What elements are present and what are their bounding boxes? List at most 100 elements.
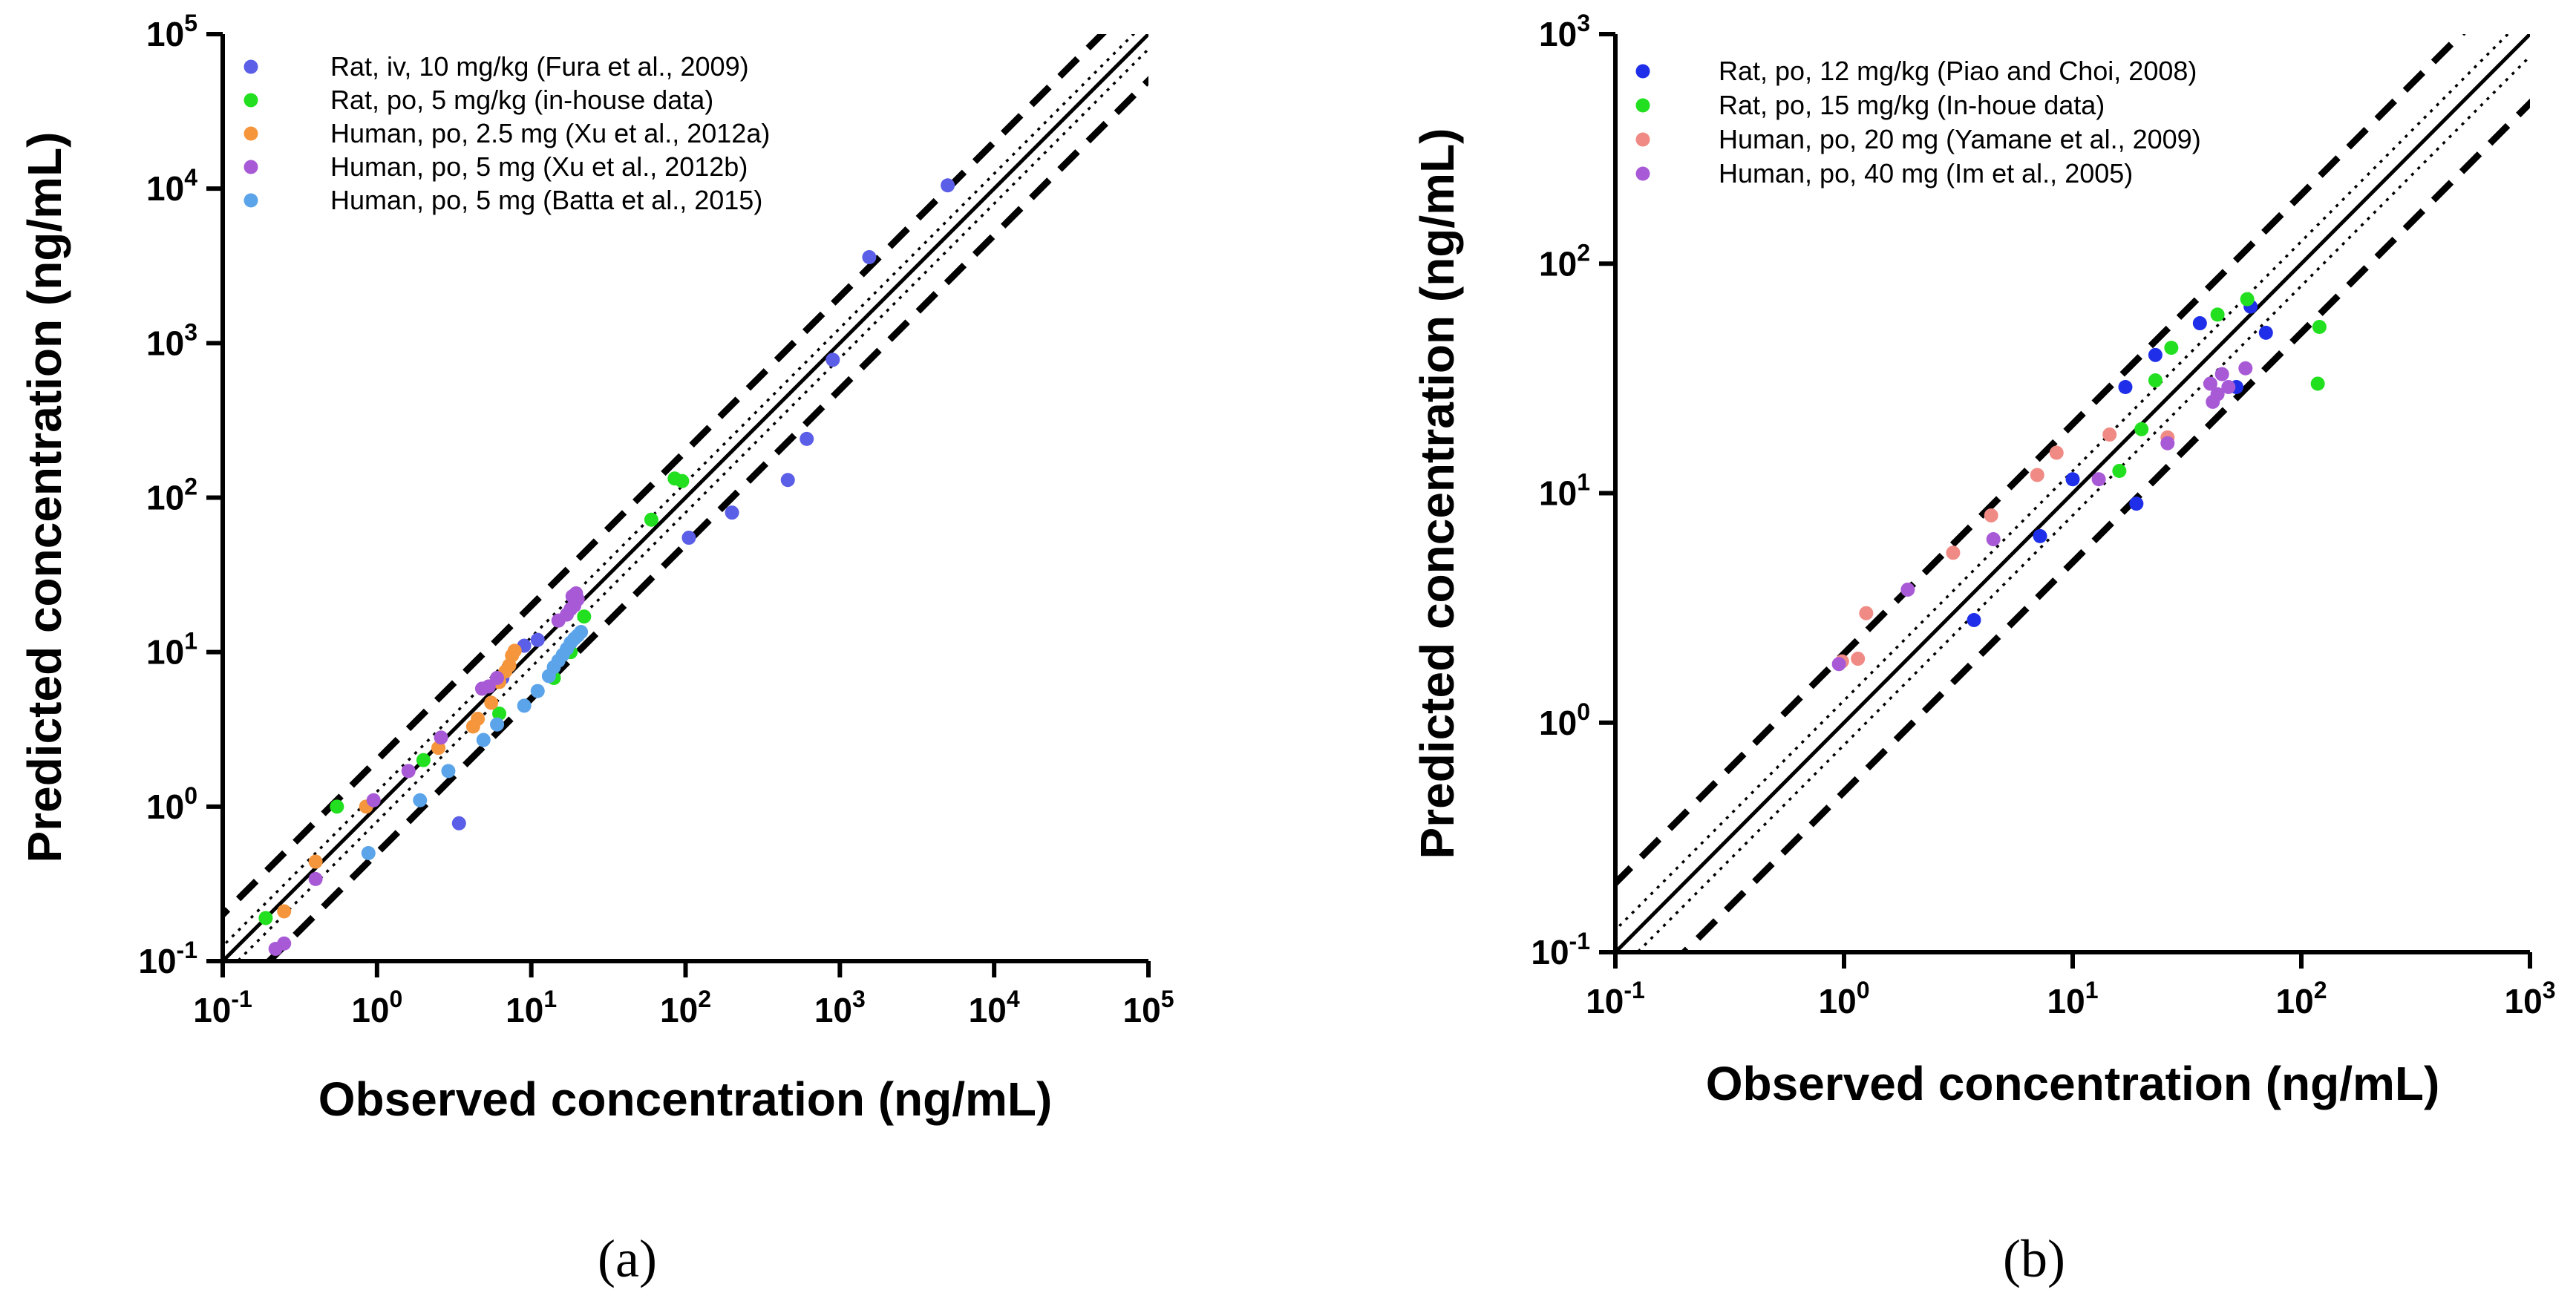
x-tick-label: 104 bbox=[969, 986, 1020, 1029]
legend-label: Rat, iv, 10 mg/kg (Fura et al., 2009) bbox=[330, 51, 749, 82]
reference-line bbox=[1615, 34, 2530, 952]
data-point bbox=[2258, 325, 2273, 340]
data-point bbox=[277, 904, 292, 919]
data-point bbox=[413, 793, 428, 807]
x-tick-label: 105 bbox=[1123, 986, 1174, 1029]
legend-marker bbox=[243, 193, 258, 208]
x-axis: 10-1 100 101 102 103 104 105 bbox=[193, 961, 1174, 1029]
y-tick-label: 103 bbox=[1539, 10, 1590, 53]
data-point bbox=[2160, 436, 2175, 450]
data-point bbox=[2148, 347, 2163, 362]
legend-label: Rat, po, 12 mg/kg (Piao and Choi, 2008) bbox=[1719, 56, 2197, 86]
panel-caption: (b) bbox=[2003, 1229, 2065, 1288]
data-point bbox=[530, 632, 545, 647]
y-tick-label: 10-1 bbox=[138, 937, 197, 980]
y-tick-label: 101 bbox=[146, 628, 197, 672]
x-tick-label: 102 bbox=[660, 986, 711, 1029]
data-point bbox=[366, 793, 381, 807]
data-point bbox=[484, 695, 499, 710]
chart-panel-b: 10-1 100 101 102 103 10-1 100 101 102 103 Observ… bbox=[1410, 10, 2555, 1288]
legend-label: Human, po, 5 mg (Xu et al., 2012b) bbox=[330, 151, 748, 182]
reference-line bbox=[235, 47, 1148, 961]
reference-line bbox=[1679, 98, 2530, 952]
data-point bbox=[1986, 532, 2001, 547]
y-axis-label: Predicted concentration (ng/mL) bbox=[1410, 128, 1464, 859]
reference-line bbox=[1635, 54, 2530, 952]
data-point bbox=[862, 250, 877, 265]
data-point bbox=[780, 473, 795, 488]
chart-panel-a: 10-1 100 101 102 103 104 105 10-11001011021031… bbox=[18, 10, 1174, 1288]
data-point bbox=[1900, 582, 1915, 597]
legend-marker bbox=[243, 160, 258, 174]
legend-marker bbox=[1635, 166, 1650, 181]
data-point bbox=[2148, 373, 2163, 388]
y-tick-label: 104 bbox=[146, 164, 197, 208]
legend-label: Human, po, 40 mg (Im et al., 2005) bbox=[1719, 158, 2133, 189]
data-point bbox=[258, 911, 273, 925]
data-point bbox=[574, 625, 589, 640]
data-point bbox=[507, 643, 522, 658]
data-point bbox=[441, 764, 456, 779]
data-point bbox=[826, 353, 840, 367]
x-tick-label: 10-1 bbox=[1586, 977, 1645, 1020]
data-point bbox=[308, 854, 323, 869]
data-points bbox=[1831, 292, 2327, 672]
data-point bbox=[2192, 316, 2207, 331]
x-axis-label: Observed concentration (ng/mL) bbox=[318, 1072, 1053, 1126]
y-axis: 10-1 100 101 102 103 bbox=[1531, 10, 1615, 972]
legend-label: Rat, po, 5 mg/kg (in-house data) bbox=[330, 85, 713, 115]
data-point bbox=[490, 717, 505, 732]
data-point bbox=[1967, 612, 1981, 627]
data-point bbox=[2312, 320, 2327, 335]
x-tick-label: 102 bbox=[2276, 977, 2327, 1020]
data-point bbox=[2065, 472, 2080, 487]
y-tick-label: 102 bbox=[146, 474, 197, 517]
y-axis-label: Predicted concentration (ng/mL) bbox=[18, 132, 71, 863]
data-point bbox=[2240, 292, 2255, 307]
data-point bbox=[941, 178, 955, 193]
data-point bbox=[2310, 376, 2325, 391]
legend-marker bbox=[1635, 64, 1650, 79]
data-point bbox=[330, 799, 344, 814]
data-point bbox=[277, 936, 292, 951]
x-tick-label: 101 bbox=[2047, 977, 2099, 1020]
legend: Rat, po, 12 mg/kg (Piao and Choi, 2008) R… bbox=[1635, 56, 2201, 189]
reference-line bbox=[223, 34, 1148, 961]
data-point bbox=[2129, 497, 2144, 511]
reference-line bbox=[1615, 34, 2466, 888]
legend-marker bbox=[1635, 132, 1650, 147]
x-axis-label: Observed concentration (ng/mL) bbox=[1706, 1057, 2440, 1110]
reference-line bbox=[1615, 34, 2510, 932]
y-axis: 10-1 100 101 102 103 104 105 bbox=[138, 10, 223, 980]
x-tick-label: 103 bbox=[2505, 977, 2556, 1020]
data-point bbox=[2203, 376, 2217, 391]
y-tick-label: 102 bbox=[1539, 239, 1590, 283]
legend-marker bbox=[243, 59, 258, 74]
data-point bbox=[2210, 307, 2225, 322]
data-point bbox=[800, 431, 814, 446]
reference-lines bbox=[1615, 34, 2530, 952]
legend-label: Human, po, 2.5 mg (Xu et al., 2012a) bbox=[330, 118, 770, 148]
data-point bbox=[2033, 528, 2047, 543]
data-point bbox=[2164, 341, 2179, 356]
data-point bbox=[451, 816, 466, 830]
data-point bbox=[2214, 367, 2229, 381]
data-point bbox=[308, 871, 323, 886]
x-tick-label: 103 bbox=[814, 986, 866, 1029]
data-point bbox=[565, 589, 580, 603]
data-point bbox=[1851, 652, 1866, 666]
data-point bbox=[471, 712, 486, 727]
data-point bbox=[675, 474, 690, 488]
data-point bbox=[1831, 657, 1846, 672]
reference-line bbox=[264, 76, 1148, 961]
data-point bbox=[644, 512, 658, 527]
data-points bbox=[258, 178, 955, 957]
legend-label: Rat, po, 15 mg/kg (In-houe data) bbox=[1719, 90, 2105, 120]
data-point bbox=[2118, 380, 2133, 395]
x-axis: 10-1 100 101 102 103 bbox=[1586, 952, 2555, 1020]
data-point bbox=[2134, 422, 2149, 436]
data-point bbox=[416, 753, 431, 767]
y-tick-label: 101 bbox=[1539, 469, 1590, 513]
data-point bbox=[2030, 468, 2044, 482]
